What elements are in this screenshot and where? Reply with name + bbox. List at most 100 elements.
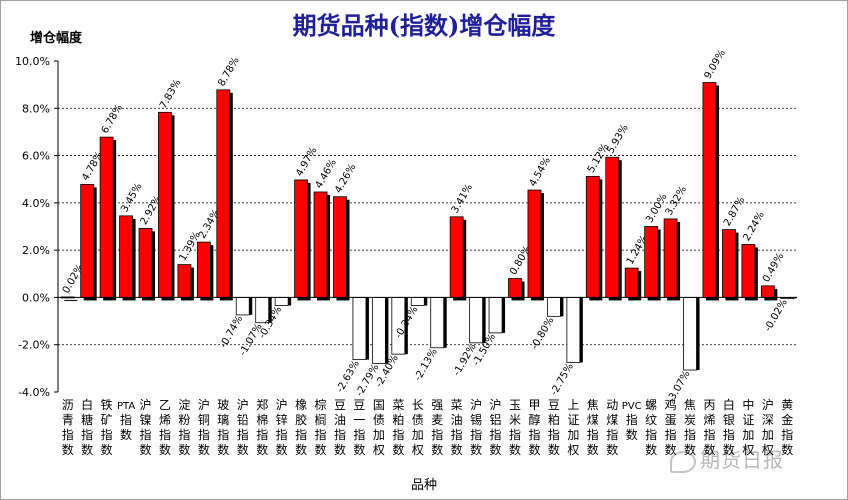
bar: [624, 267, 639, 298]
bar: [235, 297, 250, 316]
bar: [741, 244, 756, 298]
data-label: -2.75%: [549, 361, 576, 397]
category-label: 橡胶指数: [295, 398, 307, 457]
bar: [313, 191, 328, 298]
category-label: 棕榈指数: [315, 397, 327, 457]
category-label: 玉米指数: [509, 398, 521, 457]
bar: [663, 218, 678, 298]
y-tick-label: -4.0%: [18, 386, 50, 399]
category-label: 菜油指数: [451, 398, 463, 457]
y-tick-label: 10.0%: [15, 55, 50, 68]
category-label: 沪镍指数: [140, 398, 152, 457]
category-label: 丙烯指数: [703, 398, 715, 457]
category-label: PTA 指数: [117, 401, 135, 442]
bar: [99, 136, 114, 298]
category-label: 国债加权: [373, 398, 385, 457]
bar: [119, 215, 133, 298]
category-label: 豆粕指数: [548, 398, 560, 457]
bar: [333, 196, 347, 298]
bar: [722, 229, 736, 298]
y-tick-label: 2.0%: [22, 244, 50, 257]
data-label: 3.45%: [119, 181, 144, 214]
category-label: 强麦指数: [431, 398, 443, 457]
bar-shadow: [64, 299, 78, 301]
bar: [430, 297, 445, 349]
category-label: 沪锌指数: [276, 398, 288, 457]
bar: [158, 111, 172, 298]
category-label: 沥青指数: [62, 398, 74, 457]
category-label: 黄金指数: [781, 398, 793, 457]
chart-title: 期货品种(指数)增仓幅度: [292, 11, 556, 40]
bar: [80, 184, 95, 298]
bar: [352, 297, 367, 361]
category-label: 豆一指数: [353, 398, 365, 457]
category-label: 上证加权: [567, 398, 579, 457]
data-label: 4.54%: [528, 156, 553, 189]
y-tick-label: 0.0%: [22, 291, 50, 304]
data-label: -0.02%: [763, 297, 790, 333]
category-label: 沪铝指数: [490, 398, 502, 457]
data-label: 0.49%: [761, 251, 786, 284]
data-label: 8.78%: [216, 55, 241, 88]
bar: [585, 175, 600, 298]
category-label: 沪铜指数: [198, 398, 210, 457]
category-label: 白糖指数: [81, 397, 93, 457]
data-label: 4.97%: [294, 145, 319, 178]
y-tick-label: 4.0%: [22, 197, 50, 210]
category-label: 白银指数: [723, 397, 735, 457]
category-label: 螺纹指数: [645, 398, 657, 457]
bar: [138, 227, 153, 298]
data-label: 3.41%: [450, 182, 475, 215]
category-label: 玻璃指数: [217, 398, 229, 457]
bar: [177, 264, 192, 298]
watermark-text: 期货日报: [700, 448, 784, 472]
category-label: 动煤指数: [606, 398, 618, 457]
category-label: 豆油指数: [334, 398, 346, 457]
bar: [294, 179, 308, 298]
category-label: 乙烯指数: [159, 398, 171, 457]
category-label: 甲醇指数: [528, 398, 540, 457]
data-label: 4.26%: [333, 162, 358, 195]
data-label: 9.09%: [703, 48, 728, 81]
category-label: 铁矿指数: [101, 398, 113, 457]
bar: [508, 278, 522, 298]
data-label: 2.87%: [722, 195, 747, 228]
category-label: PVC 指数: [622, 401, 642, 442]
category-label: 淀粉指数: [178, 398, 190, 457]
y-tick-label: 6.0%: [22, 150, 50, 163]
category-label: 长债加权: [412, 398, 424, 457]
category-label: 焦炭指数: [684, 398, 696, 457]
bar: [760, 285, 775, 298]
bar: [683, 297, 697, 371]
bar: [644, 226, 659, 298]
bar: [196, 241, 211, 298]
bar: [371, 297, 386, 364]
category-label: 中证加权: [742, 397, 754, 457]
watermark: 期货日报: [670, 444, 784, 473]
data-label: 2.24%: [741, 210, 766, 243]
bar: [605, 156, 620, 298]
y-tick-label: -2.0%: [18, 339, 50, 352]
bar: [274, 297, 289, 306]
wechat-icon: [670, 450, 696, 473]
data-label: 7.83%: [158, 78, 183, 111]
bar: [702, 82, 717, 298]
bar: [566, 297, 581, 363]
bar: [410, 297, 425, 306]
category-label: 郑棉指数: [256, 397, 268, 457]
bar: [547, 297, 561, 317]
bar: [488, 297, 503, 334]
bar: [216, 89, 231, 298]
category-label: 焦煤指数: [587, 398, 599, 457]
y-axis-title: 增仓幅度: [30, 31, 83, 46]
data-label: 6.78%: [100, 103, 125, 136]
category-label: 鸡蛋指数: [665, 397, 677, 457]
data-label: -2.13%: [413, 347, 440, 383]
bar: [469, 297, 484, 344]
data-label: -0.80%: [529, 315, 556, 351]
category-label: 沪锡指数: [470, 398, 482, 457]
category-label: 菜粕指数: [392, 398, 404, 457]
category-label: 沪深加权: [762, 398, 774, 457]
bar: [449, 216, 464, 298]
